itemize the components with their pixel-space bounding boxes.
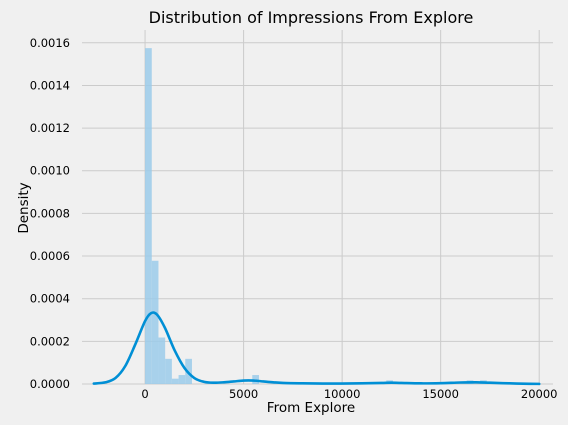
x-tick-label: 15000: [422, 387, 459, 401]
x-tick-label: 0: [141, 387, 148, 401]
y-tick-labels: 0.0000 0.0002 0.0004 0.0006 0.0008 0.0010 0.00…: [30, 36, 70, 391]
histogram-bar: [178, 375, 186, 384]
kde-curve: [92, 311, 541, 386]
histogram-bar: [145, 48, 152, 385]
x-tick-label: 20000: [521, 387, 558, 401]
y-tick-label: 0.0008: [30, 206, 70, 220]
y-tick-label: 0.0012: [30, 121, 70, 135]
y-tick-label: 0.0014: [30, 78, 70, 92]
y-tick-label: 0.0002: [30, 334, 70, 348]
x-tick-label: 5000: [229, 387, 258, 401]
histogram-bars: [145, 48, 487, 385]
y-tick-label: 0.0004: [30, 292, 70, 306]
x-tick-labels: 0 5000 10000 15000 20000: [141, 387, 557, 401]
y-tick-label: 0.0006: [30, 249, 70, 263]
histogram-bar: [165, 358, 172, 384]
y-tick-label: 0.0000: [30, 377, 70, 391]
histogram-bar: [151, 260, 159, 384]
histogram-bar: [171, 378, 179, 384]
y-tick-label: 0.0010: [30, 164, 70, 178]
x-tick-label: 10000: [324, 387, 361, 401]
grid-layer: [82, 30, 553, 385]
y-axis-label: Density: [16, 182, 32, 233]
y-tick-label: 0.0016: [30, 36, 70, 50]
chart-title: Distribution of Impressions From Explore: [149, 8, 474, 27]
kde-curve-layer: [92, 311, 541, 386]
histogram-bar: [158, 337, 166, 384]
x-axis-label: From Explore: [267, 400, 355, 416]
